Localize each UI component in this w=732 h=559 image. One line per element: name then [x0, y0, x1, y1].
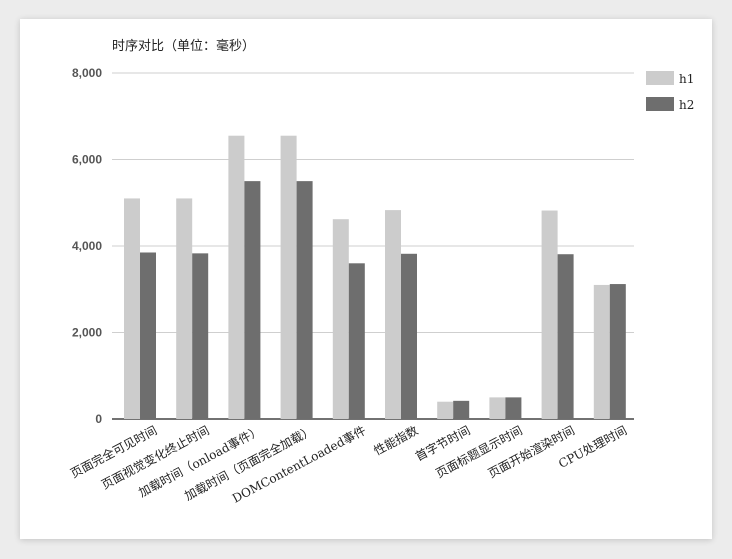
x-category-label: 页面标题显示时间: [433, 423, 524, 480]
y-tick-label: 4,000: [72, 239, 102, 253]
bar-h2: [140, 252, 156, 419]
legend: h1 h2: [646, 71, 694, 112]
bar-h2: [244, 181, 261, 419]
chart-svg: 时序对比（单位：毫秒） 02,0004,0006,0008,000页面完全可见时…: [68, 38, 695, 506]
bar-h2: [401, 253, 417, 419]
bar-h1: [541, 210, 558, 419]
bar-h2: [505, 397, 522, 419]
bar-h2: [348, 263, 365, 419]
y-tick-label: 0: [95, 412, 102, 426]
legend-label-h1: h1: [679, 72, 694, 86]
legend-swatch-h2: [646, 97, 674, 111]
bar-h1: [489, 397, 506, 419]
bar-h1: [385, 210, 401, 419]
bar-h1: [593, 284, 610, 419]
bar-h1: [437, 401, 454, 419]
bar-h2: [296, 181, 313, 419]
bar-h1: [176, 198, 193, 419]
legend-label-h2: h2: [679, 98, 694, 112]
bar-h1: [124, 198, 140, 419]
bar-h2: [557, 254, 574, 419]
y-tick-label: 6,000: [72, 153, 102, 167]
bar-h1: [280, 135, 297, 419]
bar-h2: [192, 253, 209, 419]
y-tick-label: 2,000: [72, 326, 102, 340]
chart-title: 时序对比（单位：毫秒）: [112, 38, 255, 54]
legend-swatch-h1: [646, 71, 674, 85]
bar-layer: [124, 135, 626, 419]
bar-h2: [609, 284, 626, 419]
y-tick-label: 8,000: [72, 66, 102, 80]
bar-h1: [228, 135, 245, 419]
x-category-label: 页面开始渲染时间: [485, 422, 577, 480]
bar-h1: [332, 219, 349, 419]
bar-h2: [453, 400, 470, 419]
chart-card: 时序对比（单位：毫秒） 0 2,000 4,000 6,000 8,000 页面完全可见时…: [20, 19, 712, 539]
